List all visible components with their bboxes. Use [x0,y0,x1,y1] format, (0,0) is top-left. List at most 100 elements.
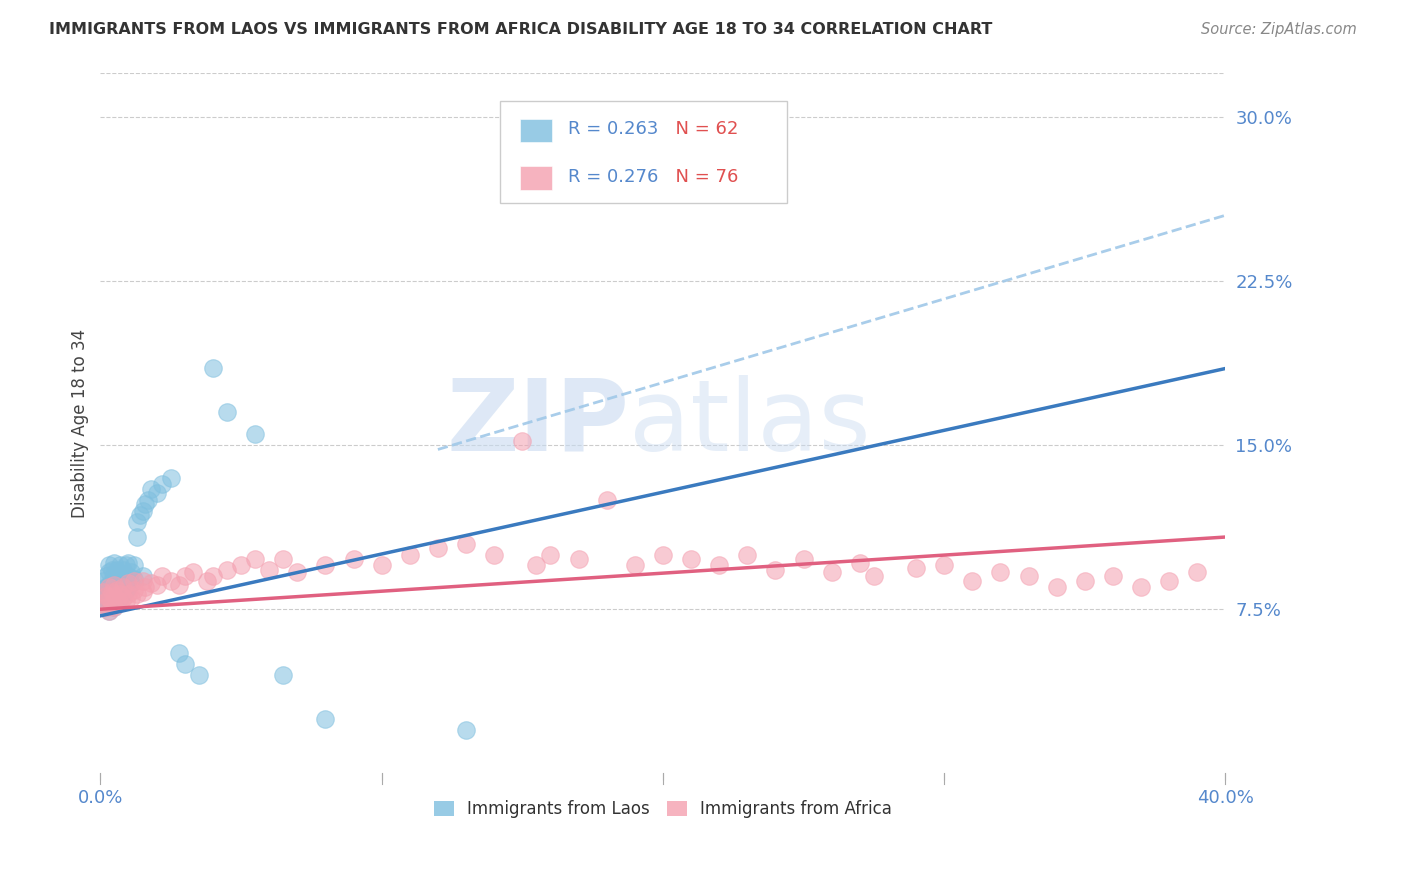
Point [125,587,148,601]
Point [131,504,153,518]
Point [117,556,139,570]
Point [97,580,120,594]
Point [108,587,131,601]
Point [243,427,266,442]
Point [111,591,134,606]
Text: Source: ZipAtlas.com: Source: ZipAtlas.com [1201,22,1357,37]
Point [100,584,122,599]
Point [94,591,117,606]
Point [97,604,120,618]
Point [91,587,114,601]
Point [111,587,134,601]
Text: ZIP: ZIP [446,375,628,472]
Text: atlas: atlas [628,375,870,472]
Point [100,596,122,610]
Point [139,576,162,591]
Point [103,567,125,582]
Point [314,558,336,573]
Point [120,565,142,579]
Point [314,712,336,726]
Point [285,565,308,579]
Point [105,574,128,588]
Point [94,589,117,603]
Point [271,552,294,566]
Point [623,558,645,573]
Point [1159,574,1181,588]
Point [105,563,128,577]
Point [962,574,984,588]
Point [122,574,145,588]
Point [94,600,117,615]
Point [122,582,145,597]
Point [1074,574,1097,588]
Point [271,668,294,682]
Point [709,558,731,573]
Point [1130,580,1153,594]
Point [595,492,617,507]
Point [159,574,181,588]
FancyBboxPatch shape [520,119,551,142]
Point [651,548,673,562]
Point [370,558,392,573]
Point [167,578,190,592]
Point [91,574,114,588]
Point [990,565,1012,579]
Point [139,482,162,496]
Point [117,580,139,594]
Point [131,569,153,583]
Point [100,596,122,610]
Point [91,596,114,610]
Point [131,584,153,599]
Point [510,434,533,448]
Point [181,565,204,579]
FancyBboxPatch shape [520,166,551,190]
Point [114,572,136,586]
Point [1187,565,1209,579]
Point [114,558,136,573]
Point [117,587,139,601]
Point [243,552,266,566]
Point [100,584,122,599]
Point [97,591,120,606]
Point [398,548,420,562]
Point [120,576,142,591]
Point [201,569,224,583]
Point [150,477,173,491]
Point [122,558,145,573]
Point [103,578,125,592]
Point [122,572,145,586]
Point [454,536,477,550]
Point [105,584,128,599]
Point [97,578,120,592]
Point [150,569,173,583]
Point [97,591,120,606]
Point [737,548,759,562]
Point [187,668,209,682]
Point [105,582,128,597]
Point [117,576,139,591]
Point [97,565,120,579]
Point [100,574,122,588]
Point [111,580,134,594]
Point [100,563,122,577]
Point [111,576,134,591]
Point [103,589,125,603]
Point [136,492,159,507]
Point [131,574,153,588]
Point [159,471,181,485]
Point [111,563,134,577]
Point [108,591,131,606]
Point [94,569,117,583]
Point [1046,580,1069,594]
Point [97,604,120,618]
Point [105,593,128,607]
Point [482,548,505,562]
Point [342,552,364,566]
Point [91,584,114,599]
Point [145,486,167,500]
Point [426,541,449,555]
Point [173,569,195,583]
Text: R = 0.276: R = 0.276 [568,169,659,186]
Point [125,515,148,529]
Point [793,552,815,566]
